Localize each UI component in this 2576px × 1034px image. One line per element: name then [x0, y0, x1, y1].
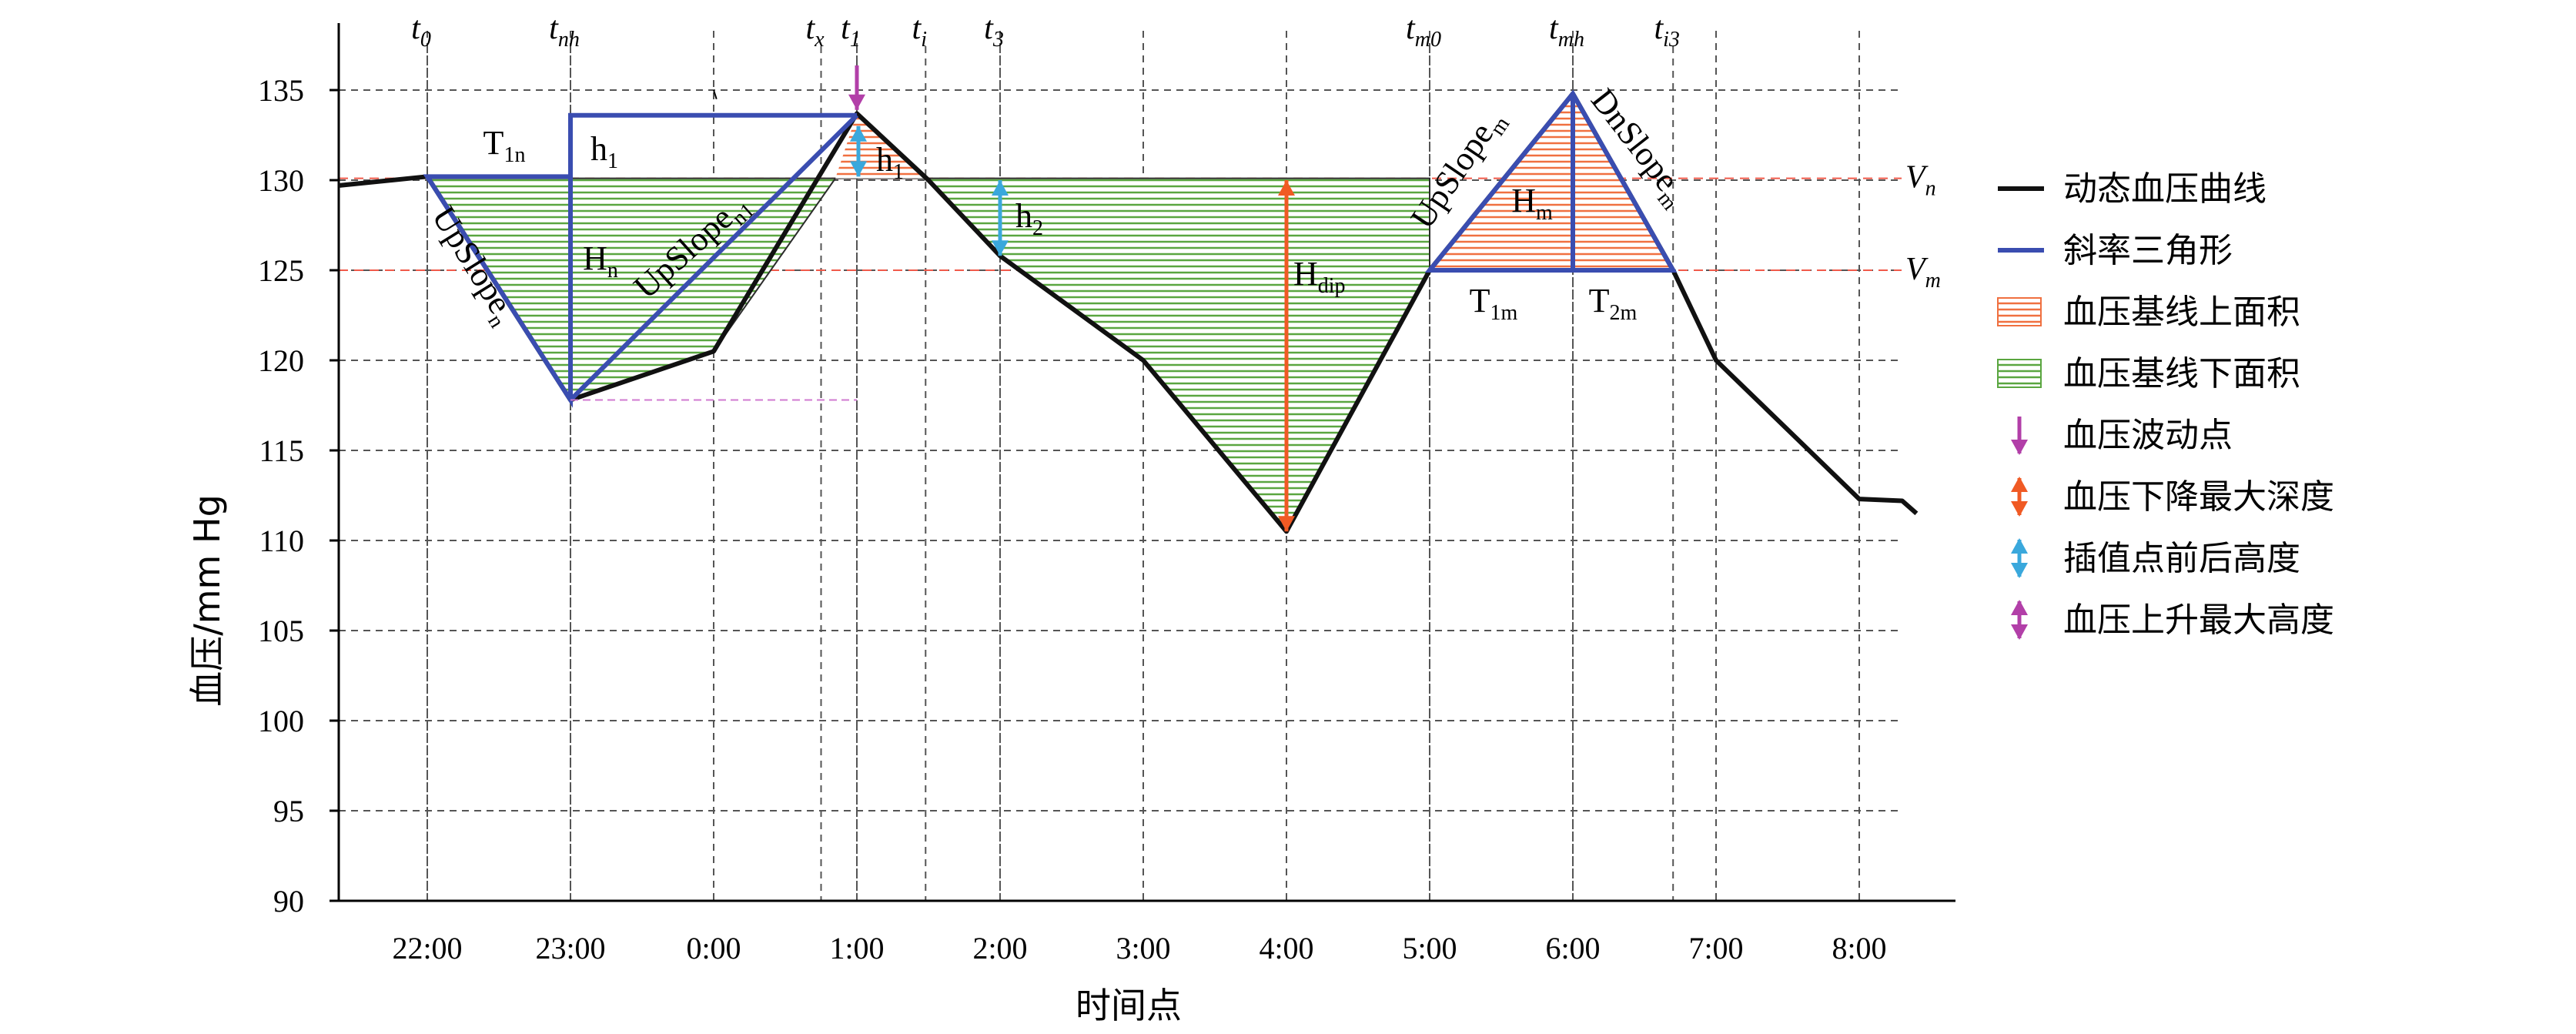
- annotation-T1m: T1m: [1470, 282, 1518, 325]
- legend-label: 血压上升最大高度: [2063, 601, 2334, 640]
- x-tick-label: 22:00: [392, 931, 462, 965]
- y-axis-title: 血压/mm Hg: [186, 494, 228, 707]
- annotation-Hdip: Hdip: [1293, 255, 1346, 298]
- time-marker-label: tmh: [1549, 11, 1584, 52]
- x-tick-label: 5:00: [1402, 931, 1457, 965]
- x-tick-label: 1:00: [829, 931, 884, 965]
- slope-triangle-n1: [568, 112, 857, 400]
- legend-swatch-arrow-tail: [2011, 600, 2028, 615]
- legend-swatch-hatch: [1997, 359, 2042, 388]
- slope-triangle-m: [1424, 89, 1678, 273]
- legend-label: 血压下降最大深度: [2063, 477, 2334, 517]
- y-tick-label: 90: [273, 884, 304, 919]
- bp-curve: [338, 91, 1919, 534]
- h1-arrow-head: [850, 161, 867, 177]
- x-tick-label: 2:00: [972, 931, 1027, 965]
- time-marker-label: ti3: [1654, 11, 1679, 52]
- time-marker-label: t0: [411, 11, 431, 52]
- annotation-h1-right: h1: [876, 141, 904, 184]
- legend-item: 血压基线上面积: [1997, 293, 2300, 332]
- reference-line-label: Vn: [1905, 160, 1936, 201]
- legend-swatch-arrow-head: [2011, 563, 2028, 578]
- y-tick-label: 105: [258, 614, 304, 648]
- grid: t0 tnh tx t1 ti t3 tm0 tmh ti3 Vn Vm: [339, 11, 1941, 901]
- x-tick-label: 4:00: [1259, 931, 1313, 965]
- y-tick-label: 110: [259, 524, 304, 558]
- legend-label: 血压基线上面积: [2063, 293, 2300, 332]
- x-tick-label: 6:00: [1545, 931, 1600, 965]
- y-tick-label: 120: [258, 343, 304, 378]
- legend-label: 插值点前后高度: [2063, 539, 2300, 578]
- hdip-arrow-head: [1278, 516, 1295, 532]
- legend-label: 动态血压曲线: [2063, 169, 2267, 209]
- x-tick-label: 7:00: [1688, 931, 1743, 965]
- legend-item: 插值点前后高度: [2011, 538, 2300, 578]
- x-axis-title: 时间点: [1076, 985, 1182, 1026]
- annotation-T1n: T1n: [483, 124, 526, 167]
- h1-arrow-tail: [850, 125, 867, 142]
- legend-swatch-arrow-tail: [2011, 477, 2028, 492]
- x-tick-label: 0:00: [686, 931, 741, 965]
- annotation-Hm: Hm: [1511, 182, 1553, 225]
- legend-item: 斜率三角形: [1998, 231, 2233, 270]
- legend-label: 血压波动点: [2063, 416, 2233, 455]
- legend-swatch-arrow-head: [2011, 440, 2028, 455]
- time-marker-label: ti: [912, 11, 927, 52]
- h2-arrow-head: [992, 240, 1009, 256]
- area-below-baseline: [427, 173, 1430, 534]
- annotation-h1: h1: [590, 130, 618, 173]
- h2-arrow-tail: [992, 180, 1009, 196]
- series: [338, 89, 1919, 534]
- legend-item: 动态血压曲线: [1998, 169, 2267, 209]
- legend-swatch-arrow-tail: [2011, 538, 2028, 554]
- hdip-arrow: [1278, 180, 1295, 532]
- y-tick-label: 95: [273, 794, 304, 828]
- y-tick-label: 100: [258, 704, 304, 738]
- legend-swatch-arrow-head: [2011, 501, 2028, 517]
- legend-swatch-arrow-head: [2011, 624, 2028, 640]
- annotation-T2m: T2m: [1589, 282, 1638, 325]
- annotation-Hn: Hn: [583, 239, 618, 283]
- time-marker-label: tnh: [549, 11, 580, 52]
- time-marker-label: tm0: [1406, 11, 1441, 52]
- y-tick-label: 125: [258, 253, 304, 288]
- y-tick-label: 130: [258, 163, 304, 198]
- x-tick-label: 3:00: [1116, 931, 1170, 965]
- small-bracket: [713, 89, 718, 100]
- legend: 动态血压曲线斜率三角形血压基线上面积血压基线下面积血压波动点血压下降最大深度插值…: [1997, 169, 2334, 640]
- hdip-arrow-tail: [1278, 180, 1295, 196]
- y-tick-label: 115: [259, 433, 304, 468]
- time-marker-label: tx: [805, 11, 825, 52]
- x-tick-label: 23:00: [535, 931, 605, 965]
- legend-label: 斜率三角形: [2063, 231, 2233, 270]
- annotation-h2: h2: [1015, 197, 1043, 240]
- x-tick-label: 8:00: [1832, 931, 1886, 965]
- h1-arrow: [850, 125, 867, 177]
- bp-fluctuation-arrow: [848, 65, 865, 110]
- time-marker-label: t3: [984, 11, 1004, 52]
- reference-line-label: Vm: [1905, 252, 1941, 293]
- legend-item: 血压波动点: [2011, 416, 2233, 455]
- axes: 90 95 100 105 110 115 120 125 130 135 22:00 23:00 0:…: [258, 23, 1955, 965]
- upslope-n1-line: [568, 113, 859, 402]
- h2-arrow: [992, 180, 1009, 256]
- area-above-baseline: [1430, 93, 1674, 271]
- time-marker-label: t1: [841, 11, 861, 52]
- bp-fluctuation-arrow-head: [848, 94, 865, 110]
- y-tick-label: 135: [258, 73, 304, 108]
- legend-item: 血压上升最大高度: [2011, 600, 2334, 640]
- legend-swatch-hatch: [1997, 297, 2042, 326]
- legend-label: 血压基线下面积: [2063, 354, 2300, 393]
- legend-item: 血压下降最大深度: [2011, 477, 2334, 517]
- legend-item: 血压基线下面积: [1997, 354, 2300, 393]
